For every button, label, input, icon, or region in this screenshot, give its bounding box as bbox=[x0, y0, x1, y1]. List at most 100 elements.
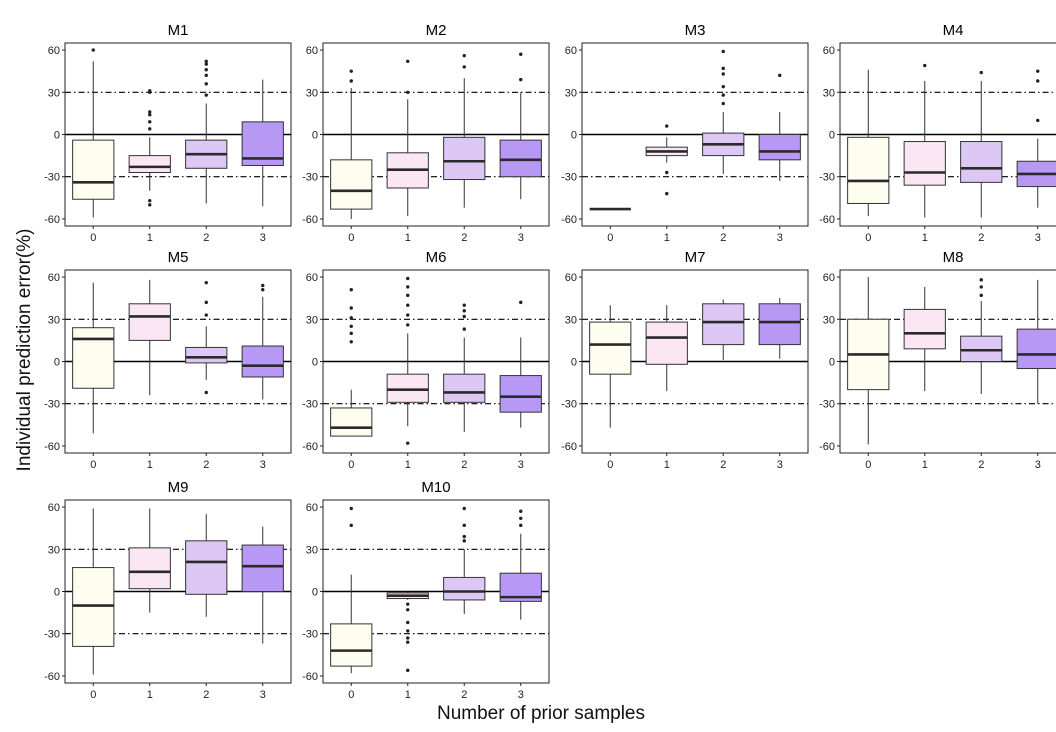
outlier-point bbox=[261, 288, 265, 292]
panel-m5: M5 60 30 0 -30 -60 0 1 2 3 bbox=[44, 249, 292, 471]
y-tick-label: -60 bbox=[819, 441, 835, 453]
outlier-point bbox=[721, 72, 725, 76]
x-tick-label: 3 bbox=[1035, 232, 1041, 244]
outlier-point bbox=[349, 316, 353, 320]
box-0 bbox=[847, 69, 890, 217]
outlier-point bbox=[721, 49, 725, 54]
x-tick-label: 3 bbox=[518, 459, 524, 471]
box-0 bbox=[72, 48, 115, 218]
box-1 bbox=[645, 305, 688, 392]
y-tick-label: -30 bbox=[302, 399, 318, 411]
y-tick-label: -60 bbox=[819, 214, 835, 226]
iqr-box bbox=[241, 544, 284, 592]
box-3 bbox=[758, 73, 801, 181]
outlier-point bbox=[148, 127, 152, 131]
outlier-point bbox=[1036, 79, 1040, 83]
y-tick-label: -30 bbox=[44, 629, 60, 641]
x-tick-label: 3 bbox=[1035, 459, 1041, 471]
y-tick-label: 60 bbox=[565, 272, 577, 284]
outlier-point bbox=[204, 390, 208, 395]
outlier-point bbox=[519, 300, 523, 305]
iqr-box bbox=[847, 136, 890, 204]
box-0 bbox=[72, 508, 115, 675]
outlier-point bbox=[349, 523, 353, 528]
y-tick-label: -30 bbox=[561, 399, 577, 411]
y-tick-label: -30 bbox=[44, 172, 60, 184]
y-tick-label: -30 bbox=[561, 172, 577, 184]
iqr-box bbox=[128, 547, 171, 590]
outlier-point bbox=[1036, 69, 1040, 73]
box-1 bbox=[645, 124, 688, 196]
y-tick-label: -30 bbox=[302, 172, 318, 184]
outlier-point bbox=[148, 113, 152, 117]
outlier-point bbox=[406, 285, 410, 289]
outlier-point bbox=[979, 293, 983, 298]
y-tick-label: -60 bbox=[302, 441, 318, 453]
box-0 bbox=[72, 282, 115, 434]
iqr-box bbox=[758, 134, 801, 161]
outlier-point bbox=[261, 283, 265, 288]
box-0 bbox=[330, 506, 373, 674]
y-tick-label: 0 bbox=[571, 357, 577, 369]
outlier-point bbox=[462, 65, 466, 69]
x-tick-label: 0 bbox=[865, 232, 871, 244]
panel-title: M8 bbox=[943, 249, 964, 266]
outlier-point bbox=[406, 629, 410, 633]
x-tick-label: 1 bbox=[147, 232, 153, 244]
outlier-point bbox=[665, 191, 669, 196]
box-3 bbox=[499, 509, 542, 620]
y-tick-label: -60 bbox=[44, 214, 60, 226]
y-tick-label: 0 bbox=[829, 130, 835, 142]
outlier-point bbox=[519, 509, 523, 513]
outlier-point bbox=[204, 93, 208, 97]
iqr-box bbox=[903, 308, 946, 350]
outlier-point bbox=[462, 539, 466, 543]
y-tick-label: -60 bbox=[302, 671, 318, 683]
panel-m3: M3 60 30 0 -30 -60 0 1 2 3 bbox=[561, 22, 809, 244]
x-tick-label: 1 bbox=[664, 459, 670, 471]
outlier-point bbox=[462, 314, 466, 319]
outlier-point bbox=[979, 278, 983, 282]
outlier-point bbox=[91, 48, 95, 52]
outlier-point bbox=[462, 506, 466, 511]
outlier-point bbox=[979, 285, 983, 289]
panel-title: M2 bbox=[426, 22, 447, 39]
box-3 bbox=[1016, 279, 1056, 404]
x-tick-label: 2 bbox=[461, 689, 467, 701]
y-tick-label: 0 bbox=[54, 130, 60, 142]
outlier-point bbox=[406, 276, 410, 281]
iqr-box bbox=[443, 373, 486, 403]
box-1 bbox=[386, 276, 429, 445]
y-tick-label: -30 bbox=[819, 399, 835, 411]
outlier-point bbox=[148, 89, 152, 93]
box-2 bbox=[443, 53, 486, 208]
outlier-point bbox=[148, 120, 152, 124]
x-tick-label: 3 bbox=[777, 232, 783, 244]
box-2 bbox=[443, 506, 486, 615]
outlier-point bbox=[406, 441, 410, 445]
outlier-point bbox=[519, 52, 523, 56]
iqr-box bbox=[903, 141, 946, 186]
y-tick-label: -60 bbox=[44, 441, 60, 453]
outlier-point bbox=[519, 523, 523, 528]
iqr-box bbox=[185, 346, 228, 364]
panel-title: M1 bbox=[168, 22, 189, 39]
y-tick-label: 30 bbox=[48, 544, 60, 556]
outlier-point bbox=[519, 516, 523, 520]
outlier-point bbox=[349, 69, 353, 73]
panel-title: M7 bbox=[685, 249, 706, 266]
outlier-point bbox=[406, 90, 410, 94]
outlier-point bbox=[204, 59, 208, 63]
panel-m1: M1 60 30 0 -30 -60 0 1 2 3 bbox=[44, 22, 292, 244]
x-tick-label: 1 bbox=[922, 459, 928, 471]
y-tick-label: 60 bbox=[823, 272, 835, 284]
iqr-box bbox=[72, 567, 115, 647]
x-tick-label: 0 bbox=[348, 689, 354, 701]
outlier-point bbox=[406, 636, 410, 640]
box-1 bbox=[128, 508, 171, 613]
y-tick-label: 60 bbox=[565, 45, 577, 57]
box-2 bbox=[185, 280, 228, 395]
outlier-point bbox=[462, 523, 466, 528]
iqr-box bbox=[960, 141, 1003, 183]
